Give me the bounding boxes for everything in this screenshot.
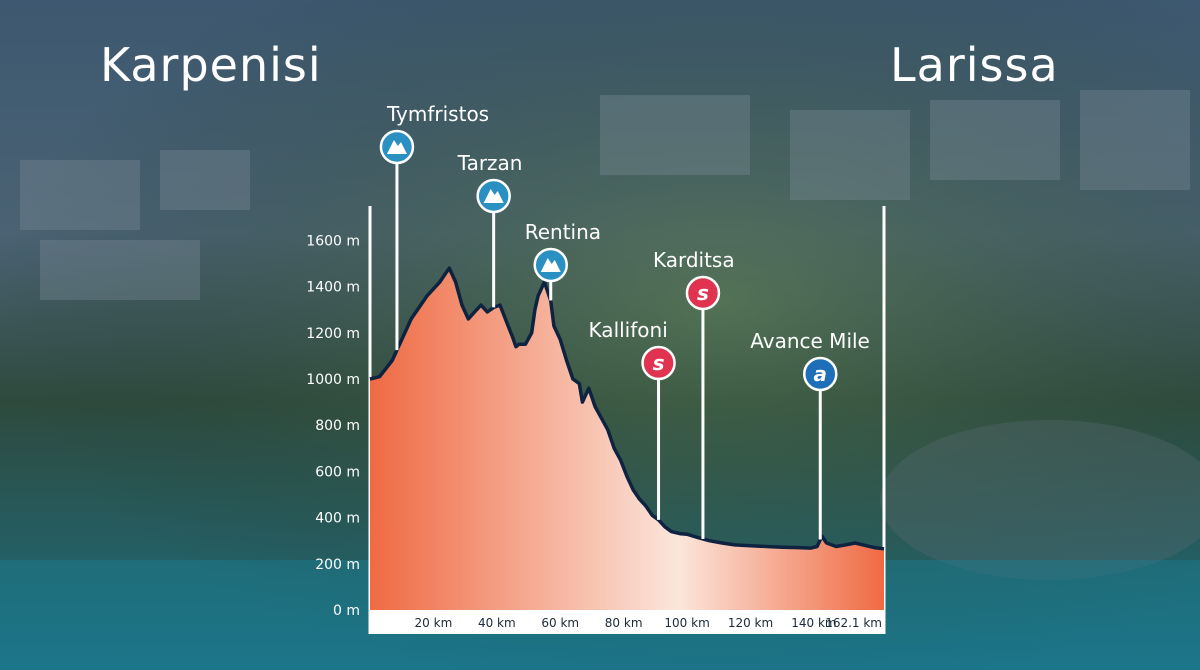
x-axis: 20 km 40 km 60 km 80 km 100 km 120 km 140 km16… — [415, 616, 882, 630]
sprint-icon — [641, 345, 676, 381]
mountain-glyph — [483, 189, 504, 203]
poi-label: Tymfristos — [386, 102, 489, 126]
poi-climb: Tarzan — [457, 151, 523, 308]
finish-city-name: Larissa — [890, 38, 1059, 92]
y-axis: 0 m 200 m 400 m 600 m 800 m 1000 m 1200 m 1400 … — [306, 233, 360, 619]
x-tick-label: 120 km — [728, 616, 773, 630]
x-tick-label: 140 km — [791, 616, 836, 630]
y-tick-label: 200 m — [315, 557, 360, 573]
x-tick-label: 60 km — [541, 616, 579, 630]
poi-letter: s — [697, 281, 709, 305]
y-tick-label: 800 m — [315, 418, 360, 434]
x-tick-label: 40 km — [478, 616, 516, 630]
poi-sprint: s Karditsa — [653, 248, 735, 539]
y-tick-label: 400 m — [315, 511, 360, 527]
y-tick-label: 1000 m — [306, 372, 360, 388]
y-tick-label: 1600 m — [306, 233, 360, 249]
y-tick-label: 1200 m — [306, 326, 360, 342]
poi-label: Tarzan — [457, 151, 523, 175]
start-city-name: Karpenisi — [100, 38, 322, 92]
y-tick-label: 1400 m — [306, 280, 360, 296]
x-tick-label: 100 km — [664, 616, 709, 630]
mountain-glyph — [540, 258, 561, 272]
elevation-area — [370, 268, 884, 610]
poi-avance: a Avance Mile — [750, 329, 870, 540]
y-tick-label: 0 m — [333, 603, 360, 619]
sprint-icon — [685, 275, 721, 311]
avance-icon — [803, 356, 838, 392]
y-tick-label: 600 m — [315, 464, 360, 480]
elevation-line — [369, 266, 885, 551]
x-tick-label: 162.1 km — [825, 616, 882, 630]
x-tick-label: 20 km — [415, 616, 453, 630]
poi-letter: s — [653, 351, 665, 375]
poi-climb: Rentina — [525, 220, 601, 301]
points-of-interest: Tymfristos Tarzan Rentina s Kallifoni s Kardit… — [379, 102, 870, 540]
poi-climb: Tymfristos — [379, 102, 489, 351]
poi-sprint: s Kallifoni — [589, 318, 676, 520]
x-axis-band — [370, 610, 884, 634]
poi-letter: a — [814, 362, 828, 386]
poi-label: Rentina — [525, 220, 601, 244]
poi-label: Avance Mile — [750, 329, 870, 353]
poi-label: Kallifoni — [589, 318, 668, 342]
mountain-glyph — [386, 140, 407, 154]
poi-label: Karditsa — [653, 248, 735, 272]
x-tick-label: 80 km — [605, 616, 643, 630]
